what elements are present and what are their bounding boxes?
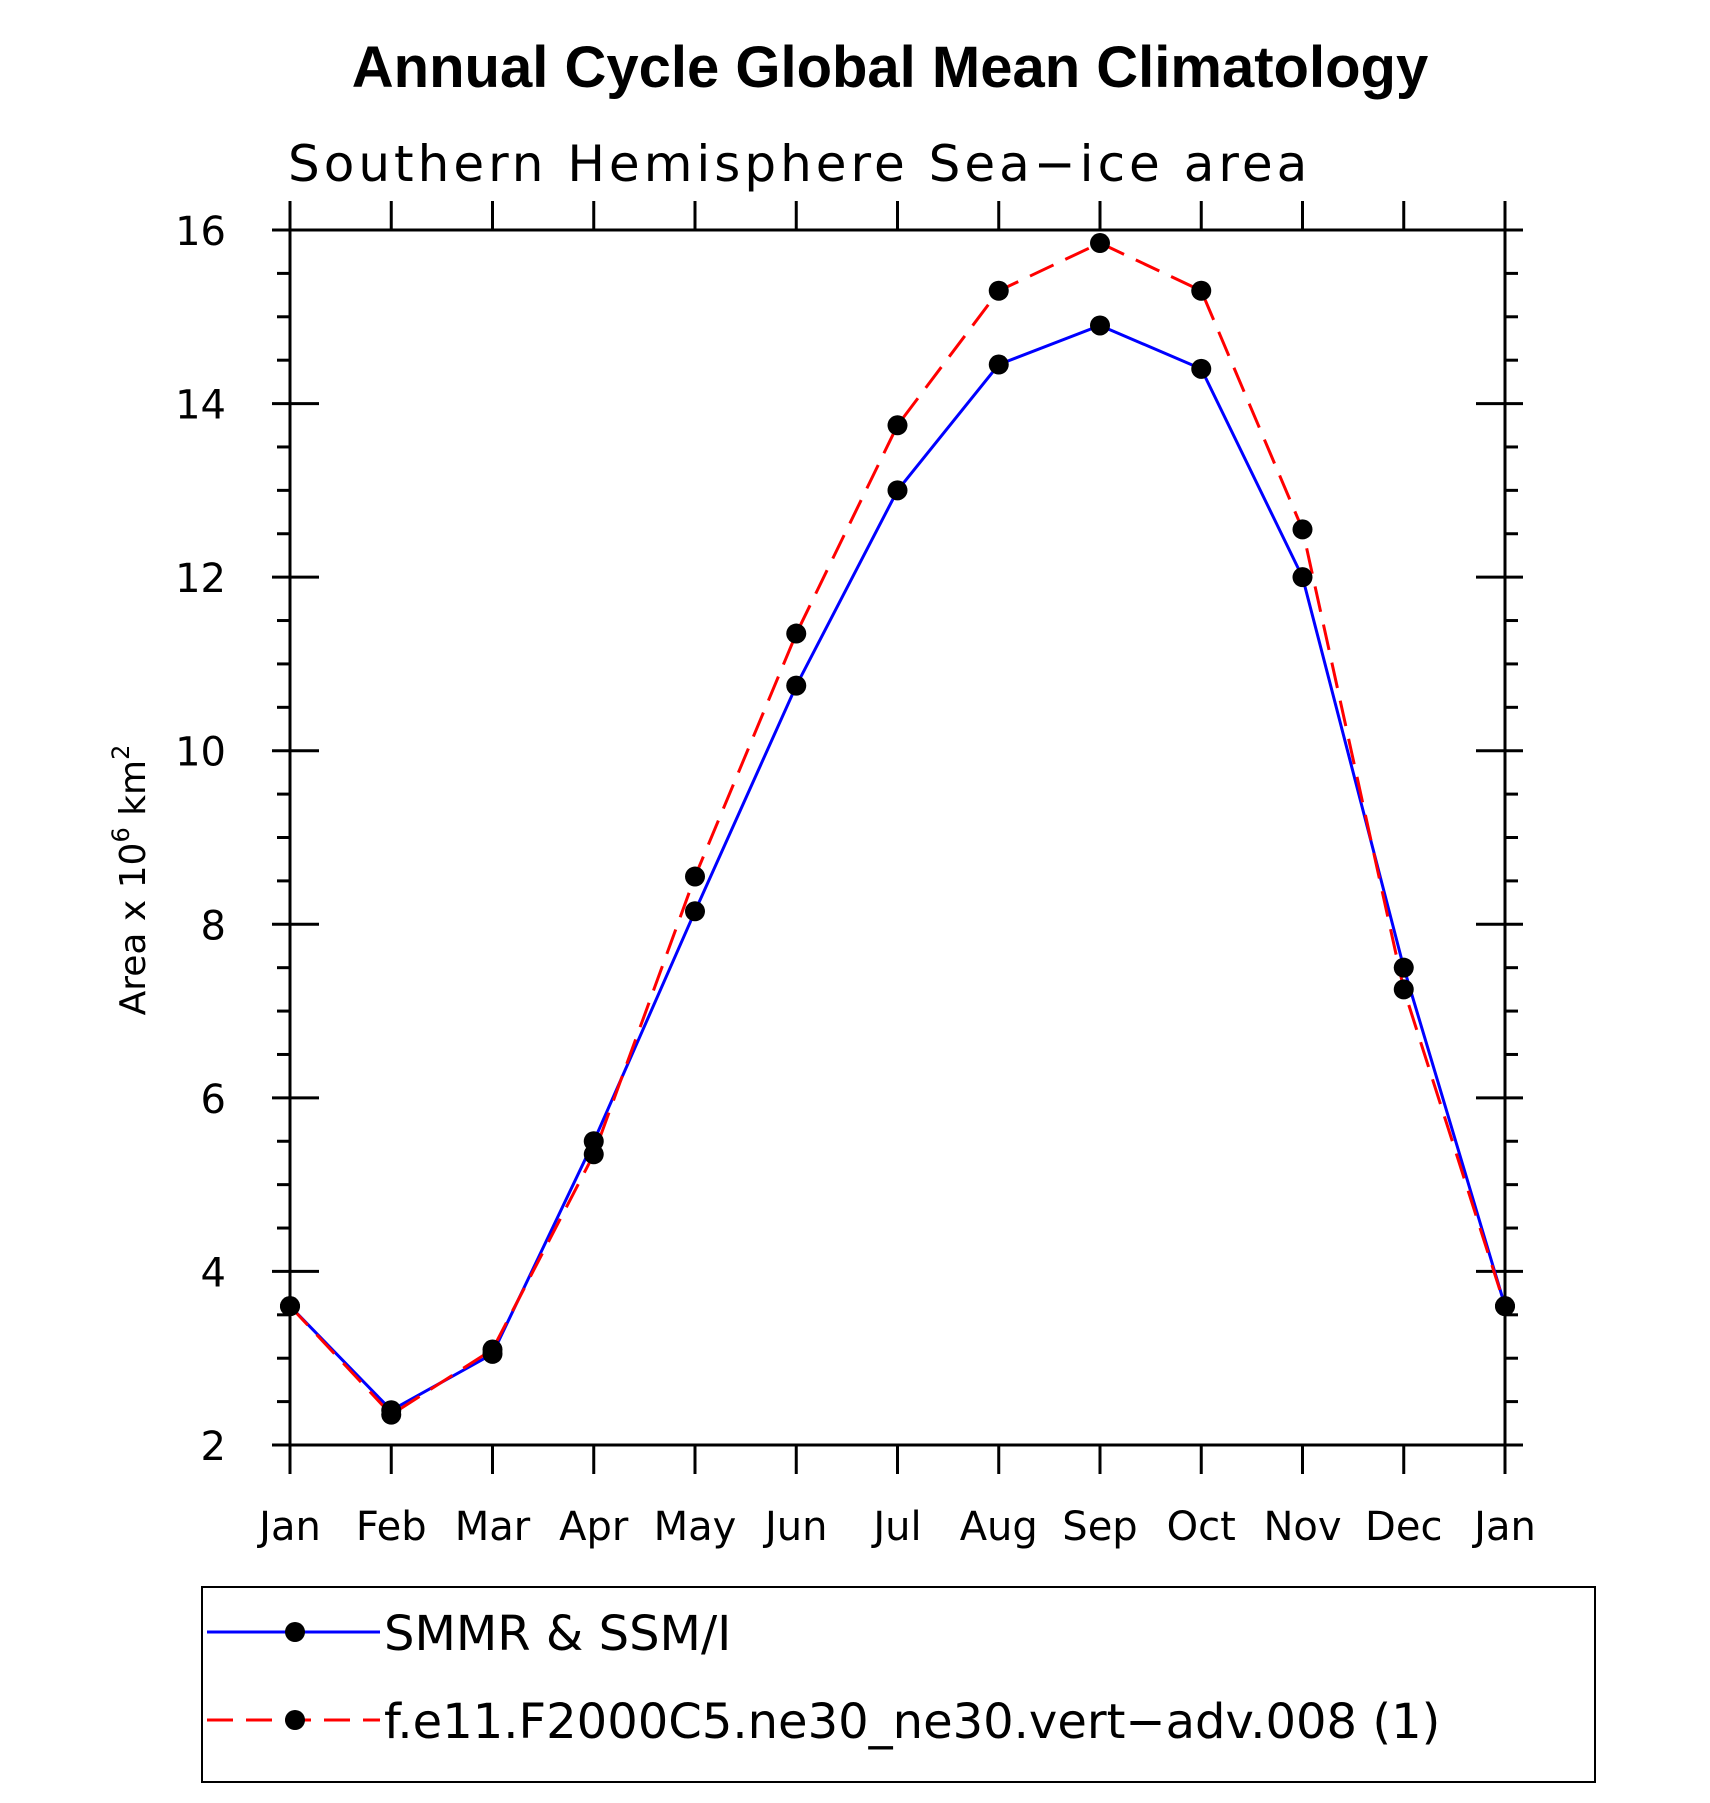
x-tick-label: Feb (356, 1504, 427, 1550)
series-0-point (1292, 567, 1313, 588)
series-1-point (1495, 1296, 1515, 1317)
y-axis-label: Area x 106 km2 (107, 745, 154, 1016)
series-1-point (786, 623, 807, 644)
series-1-point (1292, 519, 1313, 540)
x-tick-label: Jun (762, 1504, 828, 1550)
x-tick-label: Mar (455, 1504, 531, 1550)
legend-label-model: f.e11.F2000C5.ne30_ne30.vert−adv.008 (1) (384, 1694, 1440, 1750)
series-0-point (887, 480, 908, 501)
y-tick-label: 2 (201, 1424, 226, 1470)
legend-frame (201, 1586, 1596, 1783)
x-tick-label: Jul (870, 1504, 921, 1550)
x-tick-label: Dec (1365, 1504, 1442, 1550)
x-tick-label: Oct (1167, 1504, 1236, 1550)
y-axis-label-sup2: 2 (107, 745, 135, 760)
y-tick-label: 6 (201, 1077, 226, 1123)
x-tick-labels: Jan Feb Mar Apr May Jun Jul Aug Sep Oct Nov Dec Jan (256, 1504, 1536, 1550)
chart-subtitle: Southern Hemisphere Sea−ice area (288, 135, 1311, 193)
x-tick-label: Nov (1263, 1504, 1341, 1550)
x-tick-label: Apr (559, 1504, 629, 1550)
plot-frame (288, 228, 1507, 1447)
y-tick-labels: 2 4 6 8 10 12 14 16 (175, 209, 226, 1470)
series-1-point (685, 866, 705, 887)
y-tick-label: 14 (175, 383, 226, 429)
y-tick-label: 10 (175, 730, 226, 776)
axis-ticks (272, 201, 1523, 1474)
x-tick-label: Aug (960, 1504, 1038, 1550)
legend-marker-smmr (285, 1622, 305, 1642)
x-tick-label: May (654, 1504, 737, 1550)
legend-label-smmr: SMMR & SSM/I (384, 1606, 731, 1662)
series-0-point (1393, 957, 1414, 978)
series-1-point (482, 1339, 503, 1360)
series-1-point (1393, 979, 1414, 1000)
series-1-point (1191, 280, 1212, 301)
x-tick-label: Sep (1062, 1504, 1137, 1550)
svg-text:Area x 106 km2: Area x 106 km2 (107, 745, 154, 1016)
series-0-point (786, 675, 807, 696)
chart-title: Annual Cycle Global Mean Climatology (352, 35, 1428, 100)
x-tick-label: Jan (1471, 1504, 1536, 1550)
y-tick-label: 8 (201, 903, 226, 949)
y-axis-label-sup1: 6 (107, 827, 135, 842)
series-0-point (1191, 358, 1212, 379)
series-0-point (1090, 315, 1110, 336)
series-points (280, 233, 1515, 1425)
series-0-point (685, 901, 705, 922)
series-0-point (988, 354, 1009, 375)
series-1-point (1090, 233, 1110, 254)
series-1-point (887, 415, 908, 436)
series-1-point (988, 280, 1009, 301)
y-tick-label: 12 (175, 556, 226, 602)
legend: SMMR & SSM/I f.e11.F2000C5.ne30_ne30.ver… (201, 1586, 1596, 1783)
y-tick-label: 4 (201, 1250, 226, 1296)
y-axis-label-unit: km (113, 760, 154, 827)
series-1-point (381, 1404, 402, 1425)
series-1-point (583, 1144, 604, 1165)
y-axis-label-text: Area x 10 (113, 843, 154, 1016)
y-tick-label: 16 (175, 209, 226, 255)
series-1-point (280, 1296, 300, 1317)
x-tick-label: Jan (256, 1504, 321, 1550)
legend-marker-model (285, 1710, 305, 1730)
